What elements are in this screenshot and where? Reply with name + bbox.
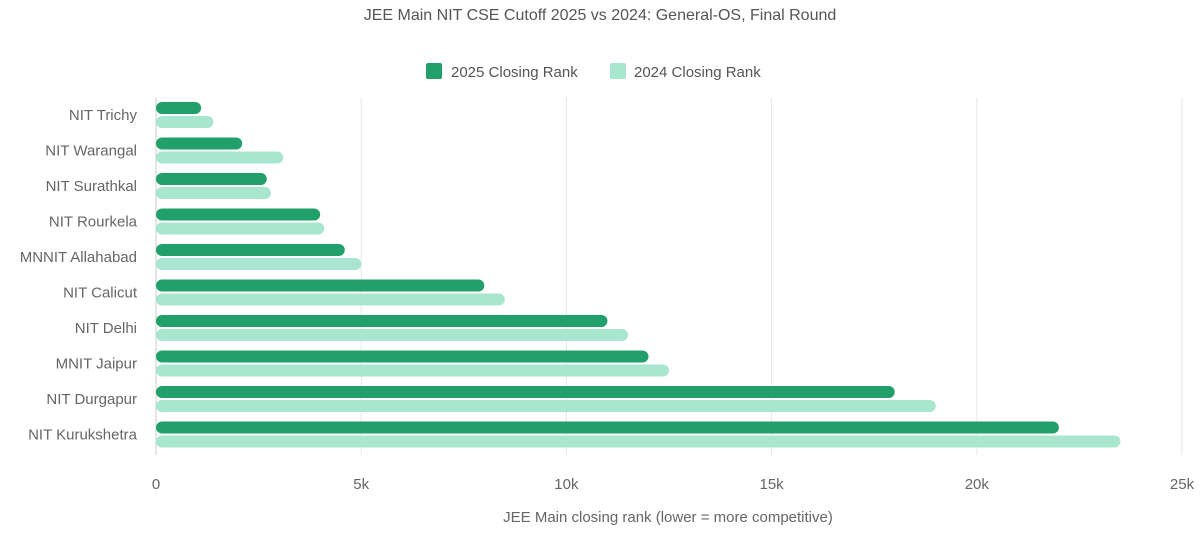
legend-label-1: 2025 Closing Rank <box>451 64 578 81</box>
legend-label-2: 2024 Closing Rank <box>634 64 761 81</box>
bar-2025-2 <box>156 137 243 150</box>
y-tick-label: NIT Rourkela <box>49 214 138 231</box>
y-tick-label: MNIT Jaipur <box>56 356 137 373</box>
bar-2024-4 <box>156 222 325 235</box>
x-tick-label: 0 <box>152 476 160 493</box>
bar-2024-8 <box>156 364 669 377</box>
bars-group <box>156 102 1121 448</box>
chart-title: JEE Main NIT CSE Cutoff 2025 vs 2024: Ge… <box>364 7 837 24</box>
x-tick-label: 10k <box>554 476 579 493</box>
y-tick-label: NIT Surathkal <box>46 178 137 195</box>
x-tick-label: 15k <box>760 476 785 493</box>
bar-2025-7 <box>156 315 608 327</box>
bar-2025-4 <box>156 208 321 221</box>
x-tick-label: 25k <box>1170 476 1195 493</box>
legend-swatch-1 <box>426 63 442 79</box>
bar-2024-5 <box>156 258 362 270</box>
bar-2024-7 <box>156 329 628 341</box>
bar-2025-8 <box>156 350 649 363</box>
legend: 2025 Closing Rank 2024 Closing Rank <box>426 63 761 81</box>
x-tick-label: 20k <box>965 476 990 493</box>
grid-lines <box>155 98 1183 455</box>
x-axis-ticks: 0 5k 10k 15k 20k 25k <box>152 476 1195 493</box>
bar-2024-2 <box>156 151 284 164</box>
bar-2025-9 <box>156 386 895 398</box>
y-tick-label: NIT Trichy <box>69 107 138 124</box>
bar-2024-1 <box>156 116 214 128</box>
y-tick-label: NIT Warangal <box>45 143 137 160</box>
y-tick-label: NIT Kurukshetra <box>28 427 138 444</box>
y-tick-label: NIT Calicut <box>63 285 138 302</box>
bar-2024-6 <box>156 293 505 306</box>
x-axis-label: JEE Main closing rank (lower = more comp… <box>503 509 833 526</box>
y-tick-label: MNNIT Allahabad <box>20 249 137 266</box>
bar-2025-6 <box>156 279 485 292</box>
y-tick-label: NIT Delhi <box>75 320 137 337</box>
bar-2024-9 <box>156 400 936 412</box>
bar-2025-3 <box>156 173 267 185</box>
bar-2025-1 <box>156 102 202 114</box>
bar-2024-10 <box>156 435 1121 448</box>
bar-2025-5 <box>156 244 345 256</box>
x-tick-label: 5k <box>353 476 369 493</box>
y-axis-labels: NIT Trichy NIT Warangal NIT Surathkal NIT R… <box>20 107 138 444</box>
y-tick-label: NIT Durgapur <box>46 391 137 408</box>
bar-2024-3 <box>156 187 271 199</box>
legend-swatch-2 <box>610 63 626 79</box>
bar-2025-10 <box>156 421 1059 434</box>
